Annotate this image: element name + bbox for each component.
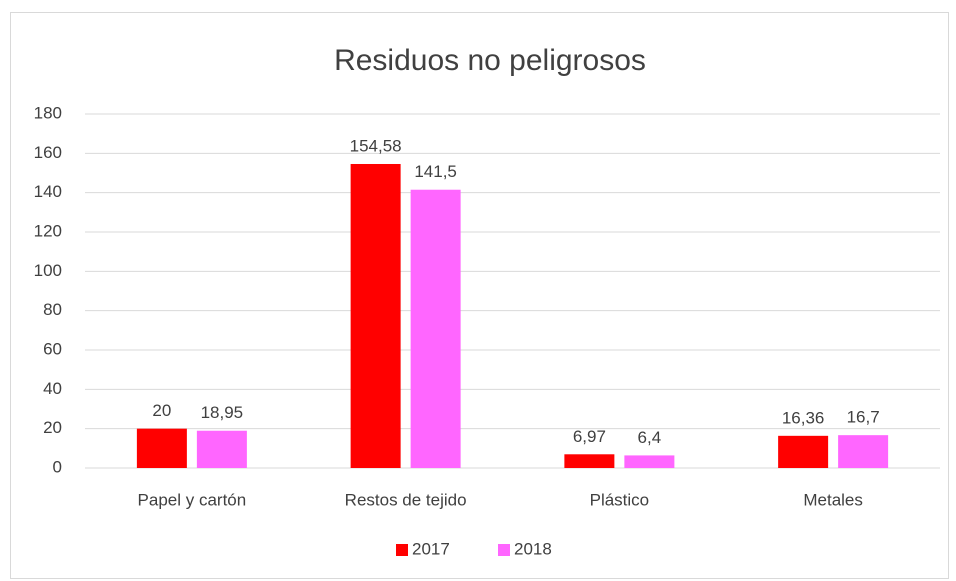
chart-border [10,12,949,579]
bar [196,430,247,468]
x-tick-label: Metales [803,490,863,509]
legend-swatch [396,544,408,556]
y-tick-label: 120 [34,221,62,240]
bar [136,428,187,468]
y-tick-label: 0 [53,457,62,476]
bar [350,163,401,468]
y-tick-label: 40 [43,379,62,398]
y-tick-label: 180 [34,103,62,122]
x-tick-label: Restos de tejido [345,490,467,509]
bar [838,435,889,468]
legend-label: 2018 [514,539,552,558]
data-label: 16,36 [782,408,825,427]
data-label: 20 [152,401,171,420]
data-label: 6,4 [638,428,662,447]
x-tick-label: Plástico [590,490,650,509]
data-label: 141,5 [414,162,457,181]
y-tick-label: 140 [34,182,62,201]
bar [410,189,461,468]
bar [778,435,829,468]
y-tick-label: 160 [34,143,62,162]
y-tick-label: 100 [34,261,62,280]
data-label: 154,58 [350,136,402,155]
bar [624,455,675,468]
y-tick-label: 60 [43,339,62,358]
y-tick-label: 80 [43,300,62,319]
chart-title: Residuos no peligrosos [334,44,646,77]
legend-label: 2017 [412,539,450,558]
x-tick-label: Papel y cartón [138,490,247,509]
y-tick-label: 20 [43,418,62,437]
data-label: 6,97 [573,427,606,446]
data-label: 18,95 [201,403,244,422]
data-label: 16,7 [847,408,880,427]
bar [564,454,615,468]
legend-swatch [498,544,510,556]
